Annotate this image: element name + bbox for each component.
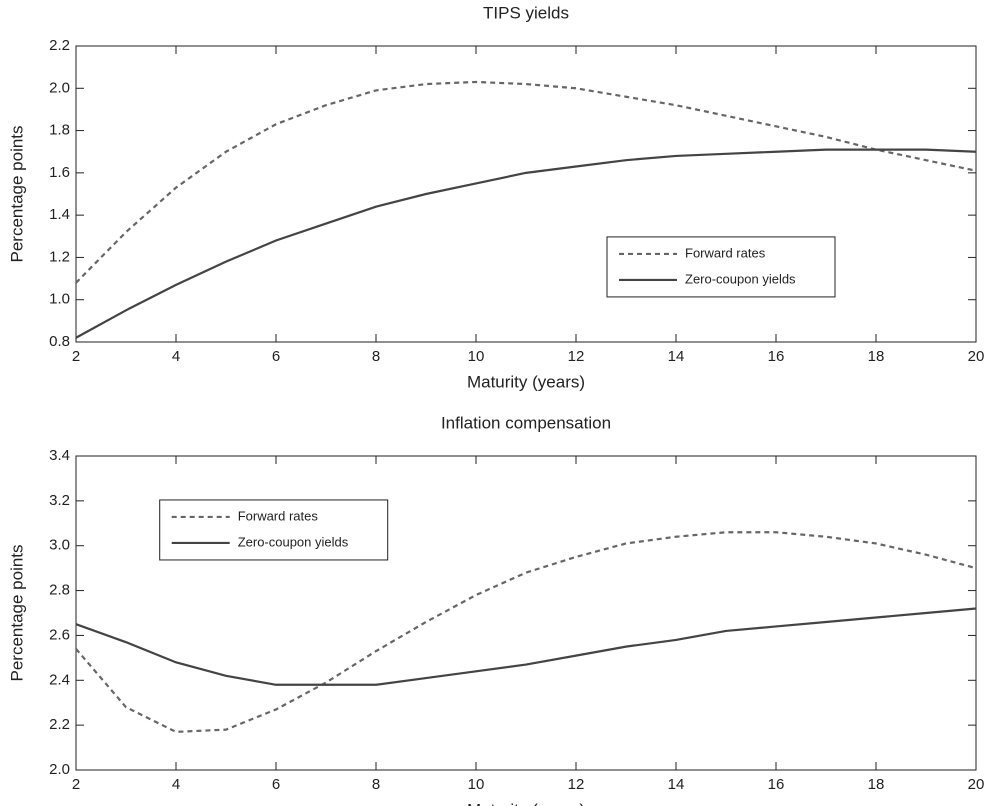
- data-line: [75, 80, 977, 284]
- x-tick-label: 2: [72, 348, 80, 365]
- y-tick-label: 2.8: [49, 582, 70, 599]
- y-tick-label: 1.2: [49, 248, 70, 265]
- y-tick-label: 2.4: [49, 671, 70, 688]
- x-tick-label: 2: [72, 776, 80, 793]
- chart-title: Inflation compensation: [441, 413, 611, 432]
- x-tick-label: 8: [372, 776, 380, 793]
- legend-label: Forward rates: [685, 245, 766, 260]
- x-tick-label: 20: [968, 776, 985, 793]
- y-tick-label: 2.0: [49, 761, 70, 778]
- y-tick-label: 3.4: [49, 447, 70, 464]
- data-line: [75, 531, 977, 733]
- plot-frame: [75, 45, 977, 343]
- x-tick-label: 14: [668, 776, 685, 793]
- y-tick-label: 2.2: [49, 716, 70, 733]
- x-tick-label: 20: [968, 348, 985, 365]
- y-tick-label: 2.0: [49, 79, 70, 96]
- legend-label: Zero-coupon yields: [685, 271, 796, 286]
- x-tick-label: 10: [468, 776, 485, 793]
- x-tick-label: 4: [172, 348, 180, 365]
- legend-label: Forward rates: [238, 508, 319, 523]
- y-tick-label: 0.8: [49, 333, 70, 350]
- legend-box: [606, 236, 836, 298]
- y-tick-label: 3.2: [49, 492, 70, 509]
- x-tick-label: 6: [272, 348, 280, 365]
- x-tick-label: 12: [568, 776, 585, 793]
- data-line: [75, 148, 977, 339]
- chart-title: TIPS yields: [483, 3, 569, 22]
- x-tick-label: 18: [868, 348, 885, 365]
- y-tick-label: 1.4: [49, 206, 70, 223]
- x-tick-label: 16: [768, 348, 785, 365]
- plot-frame: [75, 455, 977, 771]
- y-tick-label: 2.2: [49, 37, 70, 54]
- x-tick-label: 12: [568, 348, 585, 365]
- y-tick-label: 1.6: [49, 164, 70, 181]
- data-line: [75, 607, 977, 686]
- y-axis-label: Percentage points: [7, 544, 26, 681]
- y-tick-label: 1.0: [49, 291, 70, 308]
- x-axis-label: Maturity (years): [467, 372, 585, 391]
- x-tick-label: 6: [272, 776, 280, 793]
- y-tick-label: 3.0: [49, 537, 70, 554]
- legend-label: Zero-coupon yields: [238, 534, 349, 549]
- y-axis-label: Percentage points: [7, 125, 26, 262]
- x-tick-label: 16: [768, 776, 785, 793]
- x-tick-label: 18: [868, 776, 885, 793]
- x-tick-label: 14: [668, 348, 685, 365]
- legend-box: [159, 499, 389, 561]
- y-tick-label: 1.8: [49, 122, 70, 139]
- x-tick-label: 10: [468, 348, 485, 365]
- x-tick-label: 8: [372, 348, 380, 365]
- y-tick-label: 2.6: [49, 626, 70, 643]
- x-tick-label: 4: [172, 776, 180, 793]
- x-axis-label: Maturity (years): [467, 800, 585, 806]
